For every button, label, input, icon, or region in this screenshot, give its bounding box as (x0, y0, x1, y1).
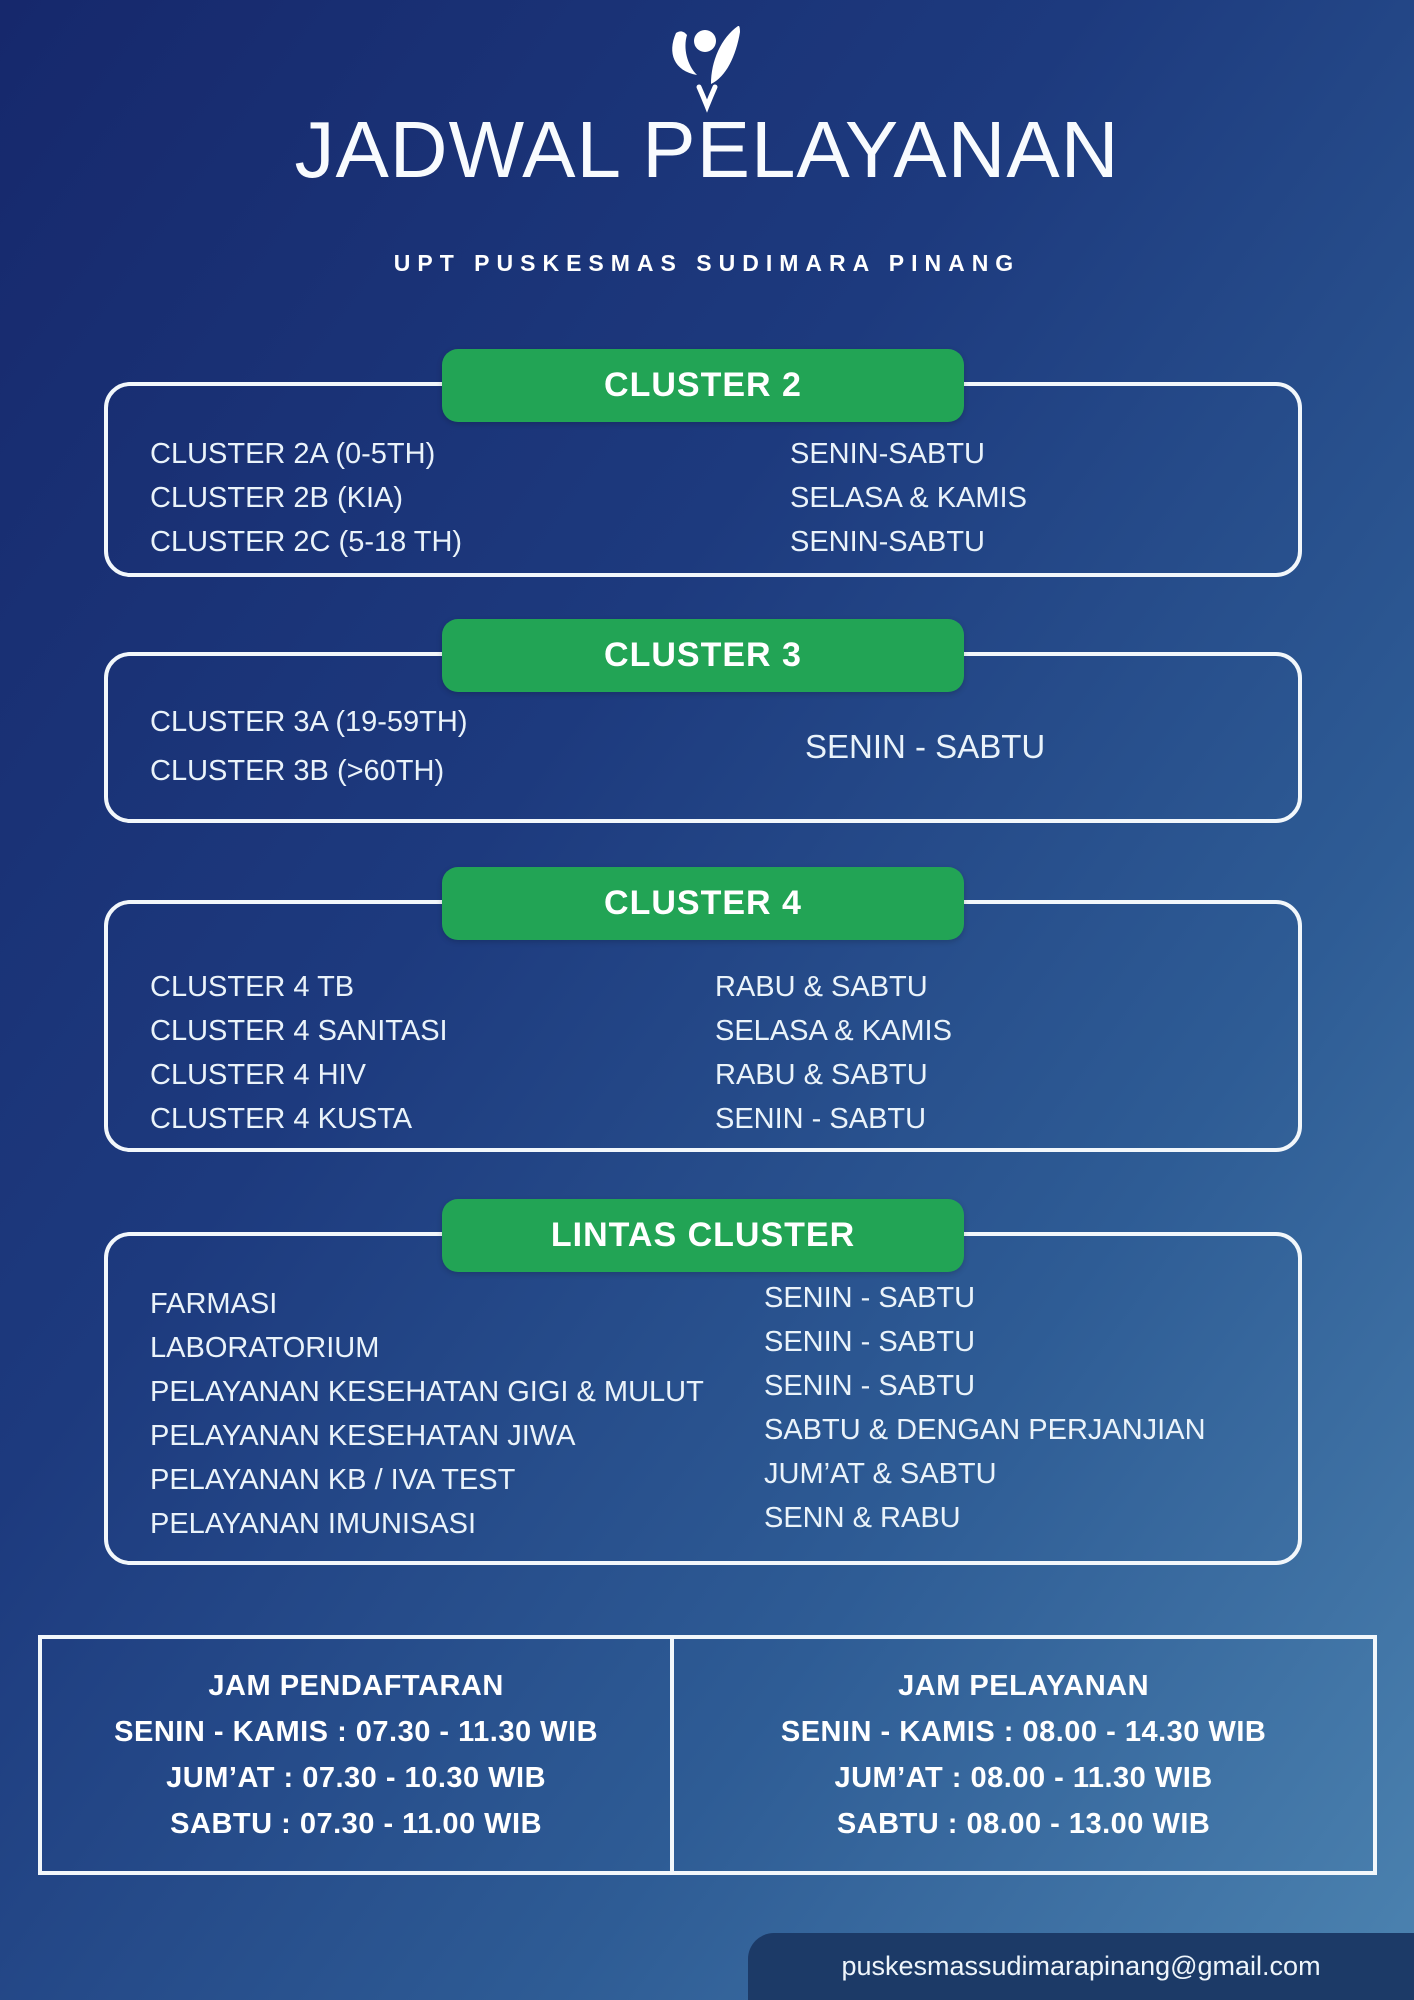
hours-line: JUM’AT : 08.00 - 11.30 WIB (834, 1762, 1213, 1794)
service-name: PELAYANAN KESEHATAN JIWA (150, 1420, 576, 1452)
email-address: puskesmassudimarapinang@gmail.com (841, 1951, 1321, 1981)
schedule-row: CLUSTER 2C (5-18 TH) SENIN-SABTU (108, 520, 1298, 564)
footer-email-bar: puskesmassudimarapinang@gmail.com (748, 1933, 1414, 2000)
schedule-rows: CLUSTER 3A (19-59TH) CLUSTER 3B (>60TH) … (150, 656, 1298, 819)
schedule-row: PELAYANAN IMUNISASI SENN & RABU (108, 1502, 1298, 1546)
service-name: LABORATORIUM (150, 1332, 380, 1364)
service-days: SENIN-SABTU (790, 438, 985, 470)
schedule-row: PELAYANAN KESEHATAN GIGI & MULUT SENIN -… (108, 1370, 1298, 1414)
service-name: PELAYANAN KESEHATAN GIGI & MULUT (150, 1376, 704, 1408)
service-days: JUM’AT & SABTU (764, 1458, 997, 1490)
hours-line: SABTU : 07.30 - 11.00 WIB (170, 1808, 543, 1840)
schedule-row: CLUSTER 4 KUSTA SENIN - SABTU (108, 1097, 1298, 1141)
section-badge-cluster-2: CLUSTER 2 (442, 349, 964, 422)
service-hours: JAM PELAYANAN SENIN - KAMIS : 08.00 - 14… (674, 1639, 1373, 1871)
service-days: SENIN - SABTU (715, 1103, 927, 1135)
section-badge-cluster-3: CLUSTER 3 (442, 619, 964, 692)
service-name: CLUSTER 3A (19-59TH) (150, 705, 468, 738)
service-name: FARMASI (150, 1288, 278, 1320)
section-cluster-2: CLUSTER 2 CLUSTER 2A (0-5TH) SENIN-SABTU… (104, 349, 1302, 577)
hours-line: SABTU : 08.00 - 13.00 WIB (836, 1808, 1211, 1840)
service-days: RABU & SABTU (715, 971, 928, 1003)
hours-line: SENIN - KAMIS : 08.00 - 14.30 WIB (780, 1716, 1267, 1748)
schedule-row: CLUSTER 4 HIV RABU & SABTU (108, 1053, 1298, 1097)
service-days: SENIN - SABTU (764, 1326, 976, 1358)
service-days: SENIN - SABTU (764, 1370, 976, 1402)
section-cluster-3: CLUSTER 3 CLUSTER 3A (19-59TH) CLUSTER 3… (104, 619, 1302, 823)
schedule-row: CLUSTER 2B (KIA) SELASA & KAMIS (108, 476, 1298, 520)
schedule-row: CLUSTER 4 SANITASI SELASA & KAMIS (108, 1009, 1298, 1053)
schedule-row: PELAYANAN KESEHATAN JIWA SABTU & DENGAN … (108, 1414, 1298, 1458)
service-days: SELASA & KAMIS (790, 482, 1027, 514)
hours-title: JAM PELAYANAN (898, 1670, 1150, 1702)
service-name: PELAYANAN IMUNISASI (150, 1508, 477, 1540)
hours-line: SENIN - KAMIS : 07.30 - 11.30 WIB (114, 1716, 599, 1748)
registration-hours: JAM PENDAFTARAN SENIN - KAMIS : 07.30 - … (42, 1639, 675, 1871)
hours-line: JUM’AT : 07.30 - 10.30 WIB (166, 1762, 547, 1794)
section-lintas-cluster: LINTAS CLUSTER FARMASI SENIN - SABTU LAB… (104, 1199, 1302, 1565)
service-days: SENIN - SABTU (805, 727, 1046, 765)
service-name: CLUSTER 4 SANITASI (150, 1015, 448, 1047)
service-name: PELAYANAN KB / IVA TEST (150, 1464, 516, 1496)
service-name: CLUSTER 2C (5-18 TH) (150, 526, 463, 558)
service-days: SENIN - SABTU (764, 1282, 976, 1314)
service-days: SENIN-SABTU (790, 526, 985, 558)
service-days: SABTU & DENGAN PERJANJIAN (764, 1414, 1206, 1446)
section-cluster-4: CLUSTER 4 CLUSTER 4 TB RABU & SABTU CLUS… (104, 867, 1302, 1152)
service-name-group: CLUSTER 3A (19-59TH) CLUSTER 3B (>60TH) (150, 698, 805, 796)
schedule-rows: CLUSTER 2A (0-5TH) SENIN-SABTU CLUSTER 2… (108, 432, 1298, 564)
service-days: RABU & SABTU (715, 1059, 928, 1091)
section-badge-cluster-4: CLUSTER 4 (442, 867, 964, 940)
service-days: SELASA & KAMIS (715, 1015, 952, 1047)
hours-title: JAM PENDAFTARAN (208, 1670, 504, 1702)
schedule-rows: FARMASI SENIN - SABTU LABORATORIUM SENIN… (108, 1282, 1298, 1546)
schedule-row: CLUSTER 2A (0-5TH) SENIN-SABTU (108, 432, 1298, 476)
service-name: CLUSTER 3B (>60TH) (150, 754, 445, 787)
opening-hours: JAM PENDAFTARAN SENIN - KAMIS : 07.30 - … (38, 1635, 1377, 1875)
service-name: CLUSTER 4 KUSTA (150, 1103, 413, 1135)
service-name: CLUSTER 2B (KIA) (150, 482, 403, 514)
schedule-row: CLUSTER 4 TB RABU & SABTU (108, 965, 1298, 1009)
service-days: SENN & RABU (764, 1502, 961, 1534)
service-name: CLUSTER 2A (0-5TH) (150, 438, 436, 470)
schedule-row: LABORATORIUM SENIN - SABTU (108, 1326, 1298, 1370)
schedule-row: PELAYANAN KB / IVA TEST JUM’AT & SABTU (108, 1458, 1298, 1502)
page-subtitle: UPT PUSKESMAS SUDIMARA PINANG (393, 250, 1021, 276)
page-title: JADWAL PELAYANAN (294, 105, 1120, 194)
schedule-rows: CLUSTER 4 TB RABU & SABTU CLUSTER 4 SANI… (108, 965, 1298, 1141)
section-badge-lintas-cluster: LINTAS CLUSTER (442, 1199, 964, 1272)
service-name: CLUSTER 4 TB (150, 971, 355, 1003)
service-name: CLUSTER 4 HIV (150, 1059, 366, 1091)
person-raised-arms-icon (659, 25, 755, 121)
schedule-row: FARMASI SENIN - SABTU (108, 1282, 1298, 1326)
